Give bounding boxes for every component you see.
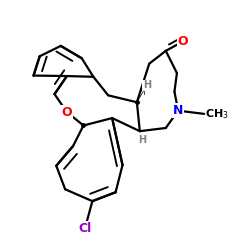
Text: N: N	[173, 104, 183, 117]
Text: H: H	[143, 80, 151, 90]
Text: O: O	[178, 35, 188, 48]
Text: CH$_3$: CH$_3$	[205, 107, 229, 121]
Text: Cl: Cl	[78, 222, 92, 235]
Text: O: O	[62, 106, 72, 119]
Text: H: H	[138, 135, 146, 145]
